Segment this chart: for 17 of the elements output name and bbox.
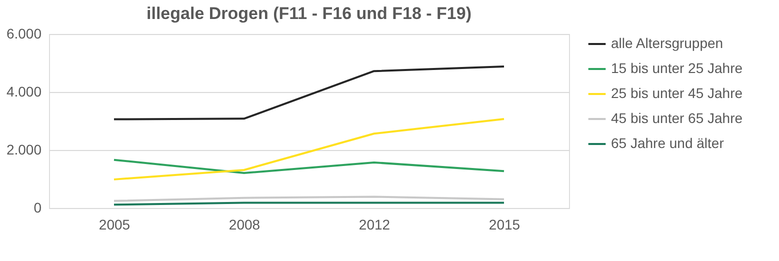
legend-label: 25 bis unter 45 Jahre: [611, 85, 743, 101]
legend-label: 45 bis unter 65 Jahre: [611, 110, 743, 126]
line-series: [113, 158, 505, 174]
y-tick-label: 2.000: [6, 142, 42, 158]
x-tick-label: 2005: [98, 216, 130, 232]
line-series: [113, 65, 505, 120]
line-series: [113, 118, 505, 180]
y-tick-label: 6.000: [6, 26, 42, 42]
chart-title: illegale Drogen (F11 - F16 und F18 - F19): [146, 4, 472, 23]
legend-label: 65 Jahre und älter: [611, 135, 724, 151]
x-tick-label: 2008: [228, 216, 260, 232]
legend-label: 15 bis unter 25 Jahre: [611, 60, 743, 76]
y-tick-label: 0: [34, 200, 42, 216]
x-tick-label: 2015: [488, 216, 520, 232]
legend-label: alle Altersgruppen: [611, 35, 724, 51]
x-tick-label: 2012: [358, 216, 390, 232]
y-tick-label: 4.000: [6, 84, 42, 100]
